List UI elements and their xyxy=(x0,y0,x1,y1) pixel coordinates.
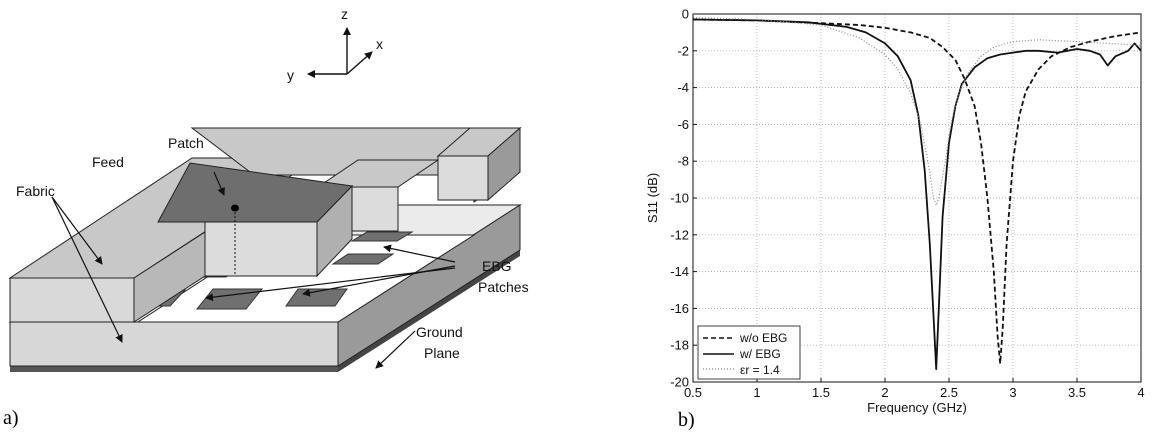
y-tick-label: -2 xyxy=(677,43,689,58)
x-tick-label: 4 xyxy=(1137,385,1144,400)
legend: w/o EBG w/ EBG εr = 1.4 xyxy=(697,325,801,380)
ebg-patch xyxy=(331,253,395,265)
axis-x-label: x xyxy=(376,36,383,52)
label-ebg-line1: EBG xyxy=(482,258,512,274)
y-tick-label: -10 xyxy=(670,191,689,206)
label-patch: Patch xyxy=(168,135,204,151)
x-tick-label: 3.5 xyxy=(1068,385,1086,400)
x-tick-label: 0.5 xyxy=(684,385,702,400)
legend-label-wo-ebg: w/o EBG xyxy=(739,331,787,345)
lower-fabric-front xyxy=(9,321,339,367)
series-line-er-1-4 xyxy=(692,17,1142,206)
label-ground-line1: Ground xyxy=(416,324,463,340)
label-ebg-line2: Patches xyxy=(478,279,529,295)
chart-ticks: 0.5 1 1.5 2 2.5 3 3.5 4 0 -2 -4 -6 -8 -10 -12 -14 -16 -18… xyxy=(670,7,1144,401)
ground-plane-side xyxy=(338,250,520,372)
feed-point xyxy=(231,204,239,212)
patch-substrate-front xyxy=(204,221,318,277)
x-tick-label: 1.5 xyxy=(812,385,830,400)
x-axis-label: Frequency (GHz) xyxy=(867,400,967,415)
upper-fabric-left-front xyxy=(9,277,135,323)
coordinate-axes xyxy=(307,27,373,78)
legend-label-w-ebg: w/ EBG xyxy=(739,347,781,361)
legend-box xyxy=(697,325,801,380)
y-tick-label: -18 xyxy=(670,338,689,353)
x-tick-label: 2.5 xyxy=(940,385,958,400)
y-axis-label: S11 (dB) xyxy=(645,173,660,223)
panel-b-letter: b) xyxy=(678,409,695,431)
y-tick-label: -16 xyxy=(670,301,689,316)
series-line-wo-ebg xyxy=(692,18,1142,365)
y-tick-label: -4 xyxy=(677,80,689,95)
ebg-patch xyxy=(350,231,414,242)
legend-label-er: εr = 1.4 xyxy=(740,363,780,377)
chart-series xyxy=(692,17,1142,371)
label-fabric: Fabric xyxy=(16,183,55,199)
step-block-front-2 xyxy=(437,155,489,201)
label-feed: Feed xyxy=(92,154,124,170)
patch xyxy=(157,162,354,223)
axis-y-label: y xyxy=(287,67,294,83)
axis-z-label: z xyxy=(341,6,348,22)
ground-plane-front xyxy=(10,366,338,372)
y-tick-label: -8 xyxy=(677,154,689,169)
label-leaders xyxy=(51,171,456,369)
y-tick-label: -6 xyxy=(677,117,689,132)
s11-chart: 0.5 1 1.5 2 2.5 3 3.5 4 0 -2 -4 -6 -8 -10 -12 -14 -16 -18… xyxy=(645,7,1145,432)
panel-a-diagram: z x y Patch Feed Fabric EBG Patches Grou… xyxy=(3,6,529,429)
panel-a-letter: a) xyxy=(3,407,19,429)
y-tick-label: 0 xyxy=(682,7,689,22)
plot-area xyxy=(693,14,1141,382)
y-tick-label: -12 xyxy=(670,227,689,242)
y-tick-label: -20 xyxy=(670,375,689,390)
plot-frame xyxy=(692,13,1142,383)
label-ground-line2: Plane xyxy=(424,345,460,361)
y-tick-label: -14 xyxy=(670,264,689,279)
x-tick-label: 2 xyxy=(881,385,888,400)
step-block-side-2 xyxy=(487,126,521,202)
x-tick-label: 3 xyxy=(1009,385,1016,400)
x-tick-label: 1 xyxy=(753,385,760,400)
